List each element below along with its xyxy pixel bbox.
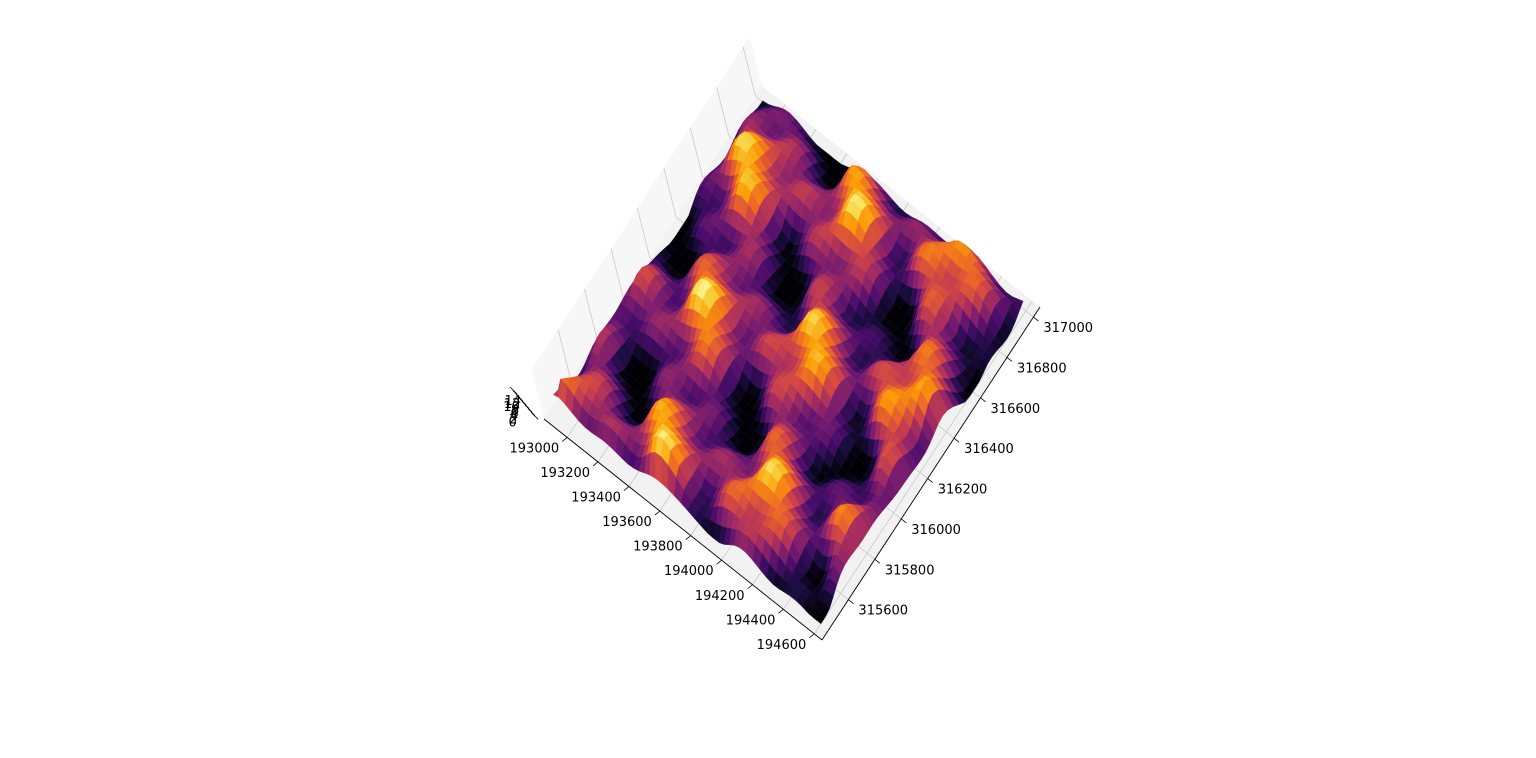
y-tick-mark [1033,317,1038,321]
y-tick-label: 316800 [1017,361,1067,376]
x-tick-mark [748,585,753,589]
y-tick-mark [875,559,880,563]
x-tick-label: 194400 [726,613,776,628]
x-tick-label: 193000 [510,441,560,456]
x-tick-label: 194600 [757,638,807,653]
x-tick-mark [809,634,814,638]
x-tick-label: 193400 [571,491,621,506]
z-tick-mark [525,405,532,412]
x-tick-label: 193600 [602,515,652,530]
y-tick-mark [848,600,853,604]
z-tick-mark [528,409,535,416]
y-tick-mark [981,398,986,402]
x-tick-mark [778,609,783,613]
z-tick-label: 14 [504,394,521,409]
y-tick-label: 317000 [1043,321,1093,336]
y-tick-mark [901,519,906,523]
y-tick-label: 316200 [938,483,988,498]
y-tick-label: 316400 [964,442,1014,457]
y-tick-label: 316000 [911,523,961,538]
surface-face [655,452,661,483]
y-tick-mark [954,438,959,442]
y-tick-mark [1007,357,1012,361]
x-tick-mark [686,536,691,540]
y-tick-label: 316600 [991,402,1041,417]
x-tick-mark [593,462,598,466]
x-tick-label: 193800 [633,540,683,555]
z-tick-mark [522,401,529,408]
x-tick-mark [624,487,629,491]
x-tick-label: 194000 [664,564,714,579]
x-tick-mark [655,511,660,515]
x-tick-label: 194200 [695,589,745,604]
z-tick-mark [531,412,538,419]
z-tick-mark [510,387,517,394]
y-tick-mark [928,479,933,483]
y-tick-label: 315800 [885,563,935,578]
x-tick-mark [717,560,722,564]
x-tick-mark [562,437,567,441]
y-tick-label: 315600 [858,604,908,619]
surface-face [650,452,656,478]
surface-mesh [553,101,1023,624]
x-tick-label: 193200 [540,466,590,481]
